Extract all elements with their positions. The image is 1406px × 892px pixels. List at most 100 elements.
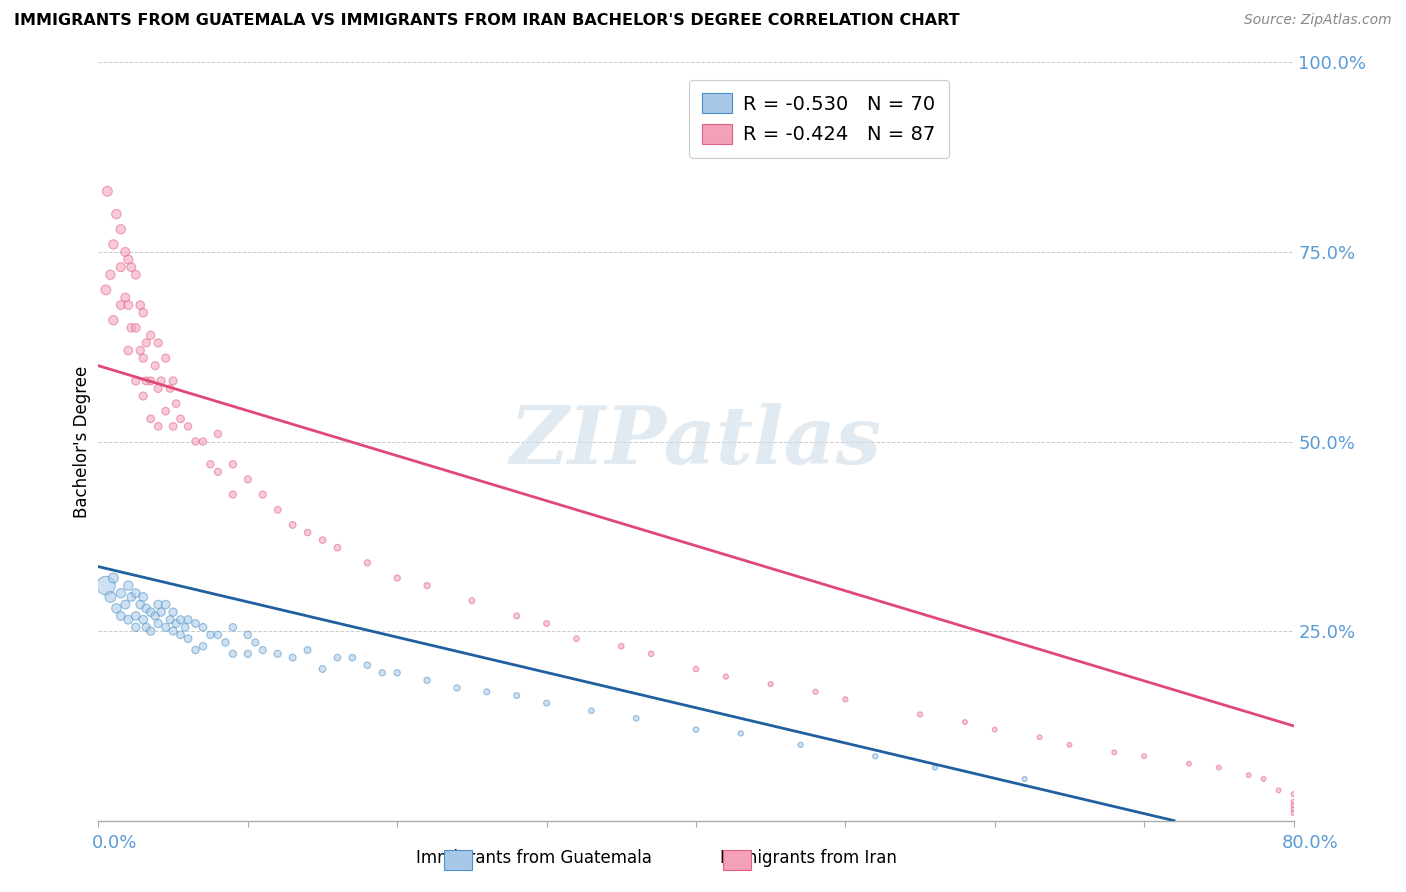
Point: [169, 412, 191, 426]
Point: [117, 343, 139, 358]
Point: [1028, 730, 1050, 744]
Point: [1282, 806, 1305, 821]
Point: [132, 613, 155, 627]
Point: [120, 260, 142, 275]
Point: [165, 396, 187, 410]
Point: [105, 601, 128, 615]
Point: [1014, 772, 1036, 786]
Point: [311, 662, 333, 676]
Point: [326, 541, 349, 555]
Point: [924, 760, 946, 774]
Point: [536, 696, 558, 710]
Point: [685, 662, 707, 676]
Point: [94, 283, 117, 297]
Point: [139, 624, 162, 639]
Point: [129, 298, 152, 312]
Point: [1282, 795, 1305, 809]
Point: [236, 473, 259, 487]
Point: [536, 616, 558, 631]
Point: [177, 613, 200, 627]
Point: [416, 673, 439, 688]
Point: [162, 374, 184, 388]
Point: [132, 389, 155, 403]
Point: [177, 419, 200, 434]
Point: [103, 237, 125, 252]
Point: [281, 517, 304, 532]
Point: [155, 351, 177, 366]
Point: [236, 628, 259, 642]
Point: [385, 665, 409, 680]
Point: [1282, 802, 1305, 816]
Point: [169, 613, 191, 627]
Point: [135, 335, 157, 350]
Text: IMMIGRANTS FROM GUATEMALA VS IMMIGRANTS FROM IRAN BACHELOR'S DEGREE CORRELATION : IMMIGRANTS FROM GUATEMALA VS IMMIGRANTS …: [14, 13, 960, 29]
Point: [103, 313, 125, 327]
Point: [714, 669, 737, 683]
Point: [953, 715, 976, 730]
Point: [245, 635, 267, 649]
Point: [162, 419, 184, 434]
Point: [150, 605, 173, 619]
Point: [114, 291, 136, 305]
Point: [356, 556, 378, 570]
Point: [865, 749, 887, 764]
Point: [148, 335, 170, 350]
Point: [834, 692, 856, 706]
Point: [155, 404, 177, 418]
Point: [184, 643, 207, 657]
Legend: R = -0.530   N = 70, R = -0.424   N = 87: R = -0.530 N = 70, R = -0.424 N = 87: [689, 79, 949, 158]
Point: [143, 608, 166, 623]
Point: [177, 632, 200, 646]
Point: [125, 620, 148, 634]
Point: [1267, 783, 1289, 797]
Point: [356, 658, 378, 673]
Point: [267, 647, 290, 661]
Point: [267, 503, 290, 517]
Point: [125, 374, 148, 388]
Point: [174, 620, 197, 634]
Point: [105, 207, 128, 221]
Point: [1208, 760, 1230, 774]
Point: [326, 650, 349, 665]
Point: [565, 632, 588, 646]
Point: [416, 579, 439, 593]
Point: [110, 260, 132, 275]
Y-axis label: Bachelor's Degree: Bachelor's Degree: [73, 366, 91, 517]
Point: [297, 643, 319, 657]
Text: ZIPatlas: ZIPatlas: [510, 403, 882, 480]
Point: [135, 620, 157, 634]
Point: [626, 711, 648, 725]
Point: [908, 707, 931, 722]
Point: [110, 586, 132, 600]
Point: [148, 598, 170, 612]
Point: [117, 613, 139, 627]
Point: [110, 298, 132, 312]
Point: [252, 487, 274, 501]
Point: [1059, 738, 1081, 752]
Point: [207, 628, 229, 642]
Point: [207, 427, 229, 442]
Point: [1282, 798, 1305, 813]
Point: [165, 616, 187, 631]
Point: [984, 723, 1007, 737]
Point: [281, 650, 304, 665]
Point: [114, 598, 136, 612]
Point: [214, 635, 236, 649]
Point: [730, 726, 752, 740]
Point: [139, 328, 162, 343]
Point: [132, 351, 155, 366]
Point: [98, 590, 122, 604]
Point: [222, 487, 245, 501]
Point: [200, 458, 222, 472]
Point: [125, 586, 148, 600]
Point: [297, 525, 319, 540]
Point: [159, 382, 181, 396]
Point: [1253, 772, 1275, 786]
Point: [143, 359, 166, 373]
Point: [135, 601, 157, 615]
Point: [159, 613, 181, 627]
Point: [804, 685, 827, 699]
Point: [125, 268, 148, 282]
Text: Immigrants from Iran: Immigrants from Iran: [720, 849, 897, 867]
Point: [475, 685, 498, 699]
